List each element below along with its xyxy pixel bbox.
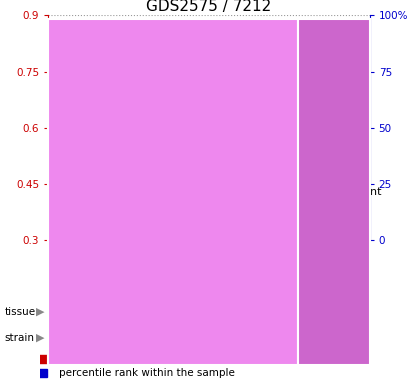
Text: GSM116369: GSM116369: [352, 219, 361, 274]
Text: GSM116361: GSM116361: [173, 219, 182, 274]
Text: control: control: [154, 187, 192, 197]
Bar: [155, 242, 191, 298]
Text: rhombomere 4: rhombomere 4: [221, 187, 304, 197]
Text: ▶: ▶: [36, 307, 44, 317]
Text: GSM116365: GSM116365: [316, 219, 325, 274]
Bar: [120, 242, 155, 298]
Bar: [227, 242, 262, 298]
Text: percentile rank within the sample: percentile rank within the sample: [59, 368, 235, 378]
Text: GSM116366: GSM116366: [244, 219, 254, 274]
Bar: [270, 184, 290, 240]
Text: GSM116362: GSM116362: [281, 219, 289, 274]
Bar: [262, 242, 298, 298]
Bar: [199, 98, 219, 240]
Bar: [56, 45, 76, 240]
Bar: [334, 242, 370, 298]
Text: strain: strain: [4, 333, 34, 343]
Text: rhombomere 2: rhombomere 2: [60, 187, 143, 197]
Bar: [191, 242, 227, 298]
Bar: [48, 242, 84, 298]
Text: ▶: ▶: [36, 333, 44, 343]
Bar: [298, 242, 334, 298]
Bar: [235, 75, 255, 240]
Bar: [92, 75, 112, 240]
Bar: [84, 242, 120, 298]
Text: Hoxb1a deficient: Hoxb1a deficient: [286, 187, 381, 197]
Text: GSM116367: GSM116367: [102, 219, 111, 274]
Text: GSM116363: GSM116363: [209, 219, 218, 274]
Bar: [342, 134, 362, 240]
Text: GSM116368: GSM116368: [138, 219, 147, 274]
Bar: [163, 180, 183, 240]
Bar: [128, 90, 147, 240]
Title: GDS2575 / 7212: GDS2575 / 7212: [146, 0, 272, 14]
Text: count: count: [59, 354, 89, 364]
Bar: [306, 71, 326, 240]
Text: tissue: tissue: [4, 307, 35, 317]
Text: GSM116364: GSM116364: [66, 219, 75, 274]
